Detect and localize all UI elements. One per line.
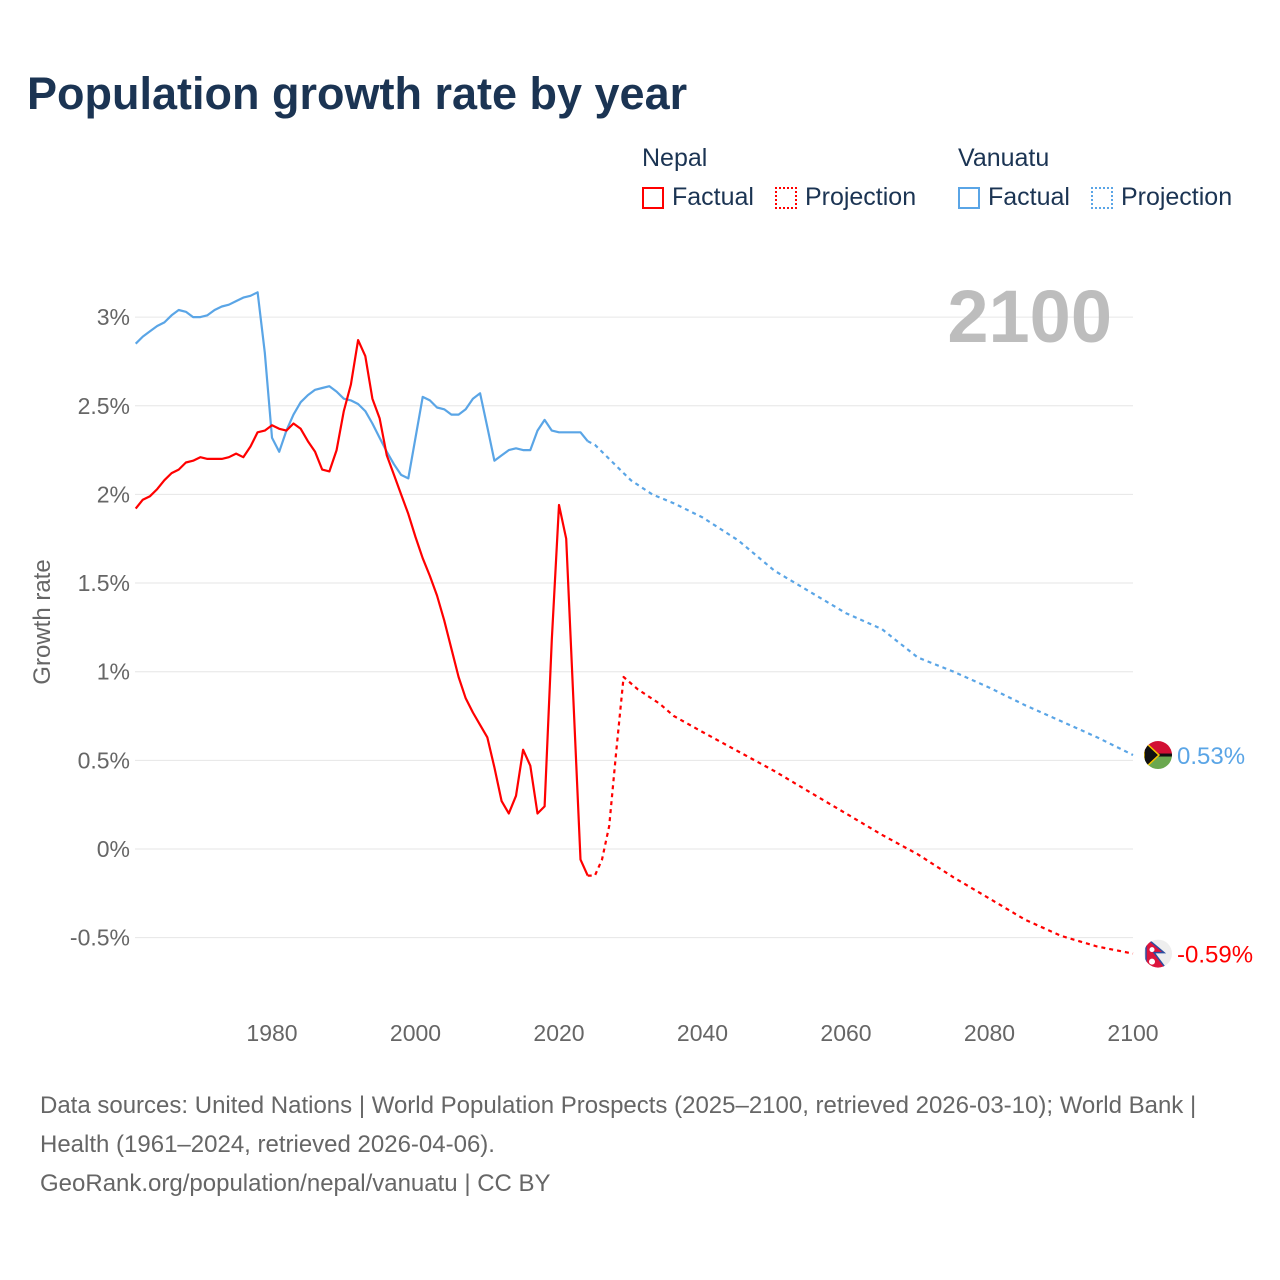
y-tick-label: -0.5% xyxy=(70,925,130,951)
vanuatu-flag-icon xyxy=(1144,741,1172,770)
series-line-vanuatu-factual xyxy=(134,291,589,480)
chart-title: Population growth rate by year xyxy=(27,68,688,119)
nepal-flag-icon xyxy=(1144,939,1172,968)
solid-swatch-icon xyxy=(958,186,980,209)
legend-label: Projection xyxy=(804,183,917,211)
x-tick-label: 2080 xyxy=(964,1020,1015,1046)
legend-label: Projection xyxy=(1120,183,1233,211)
legend-group-name: Nepal xyxy=(642,144,708,172)
y-tick-label: 1.5% xyxy=(78,570,130,596)
x-tick-label: 1980 xyxy=(246,1020,297,1046)
year-indicator: 2100 xyxy=(947,275,1112,358)
end-value-label: -0.59% xyxy=(1177,942,1253,969)
legend-vanuatu-projection[interactable]: Projection xyxy=(1090,183,1233,212)
series-line-nepal-projection xyxy=(587,675,1134,955)
legend-nepal: Nepal Factual Projection xyxy=(642,144,930,216)
series-line-nepal-factual xyxy=(134,339,589,877)
end-value-label: 0.53% xyxy=(1177,743,1245,770)
x-tick-label: 2060 xyxy=(820,1020,871,1046)
dotted-swatch-icon xyxy=(1090,186,1113,209)
solid-swatch-icon xyxy=(642,186,664,209)
legend-vanuatu: Vanuatu Factual Projection xyxy=(958,144,1232,216)
y-tick-label: 1% xyxy=(97,659,130,685)
footer: Data sources: United Nations | World Pop… xyxy=(40,1086,1240,1203)
legend-group-name: Vanuatu xyxy=(958,144,1050,172)
y-tick-label: 0.5% xyxy=(78,747,130,773)
legend-label: Factual xyxy=(672,183,754,211)
x-tick-label: 2020 xyxy=(533,1020,584,1046)
flag-triangle xyxy=(1144,741,1161,770)
x-tick-label: 2040 xyxy=(677,1020,728,1046)
y-tick-label: 2% xyxy=(97,481,130,507)
legend-label: Factual xyxy=(988,183,1070,211)
flag-sun xyxy=(1149,958,1155,965)
credit-link[interactable]: GeoRank.org/population/nepal/vanuatu | C… xyxy=(40,1170,551,1197)
dotted-swatch-icon xyxy=(774,186,797,209)
x-tick-label: 2000 xyxy=(390,1020,441,1046)
x-tick-label: 2100 xyxy=(1107,1020,1158,1046)
data-sources: Data sources: United Nations | World Pop… xyxy=(40,1092,1197,1158)
series-line-vanuatu-projection xyxy=(587,440,1134,756)
flag-moon xyxy=(1149,947,1155,953)
y-tick-label: 3% xyxy=(97,304,130,330)
line-chart: 3% 2.5% 2% 1.5% 1% 0.5% 0% -0.5% 1980 2000 2020 204… xyxy=(29,275,1253,1046)
y-tick-label: 2.5% xyxy=(78,393,130,419)
y-axis-label: Growth rate xyxy=(29,559,56,684)
legend-nepal-projection[interactable]: Projection xyxy=(774,183,917,212)
y-tick-label: 0% xyxy=(97,836,130,862)
legend-nepal-factual[interactable]: Factual xyxy=(642,183,754,212)
legend-vanuatu-factual[interactable]: Factual xyxy=(958,183,1070,212)
